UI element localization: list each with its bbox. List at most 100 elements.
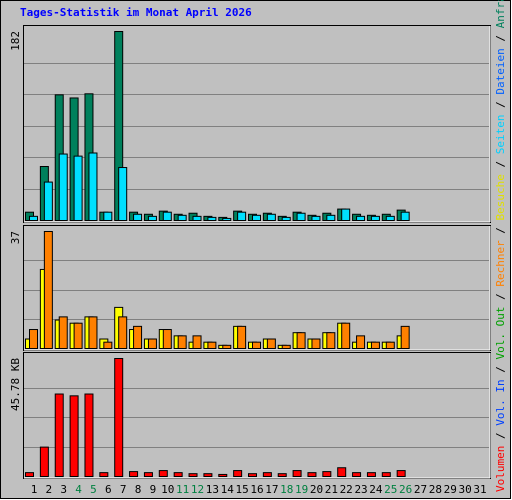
bar [54, 393, 64, 477]
bar [366, 472, 376, 478]
legend: Volumen / Vol. In / Vol. Out / Rechner /… [494, 0, 507, 492]
x-tick-label: 30 [459, 483, 472, 496]
bar [207, 341, 217, 350]
bar [129, 471, 139, 477]
x-tick-label: 8 [135, 483, 142, 496]
bar [103, 211, 113, 221]
bar [326, 214, 336, 222]
x-tick-label: 23 [354, 483, 367, 496]
bar [311, 338, 321, 350]
bar [341, 208, 351, 221]
legend-separator: / [494, 287, 507, 307]
bar [222, 217, 232, 222]
bar [266, 338, 276, 350]
bar [118, 167, 128, 222]
bar [281, 216, 291, 221]
legend-separator: / [494, 360, 507, 380]
bar [370, 341, 380, 350]
bar [385, 341, 395, 350]
bar [118, 316, 128, 350]
legend-entry: Rechner [494, 240, 507, 287]
bar [396, 470, 406, 478]
bar [114, 358, 124, 477]
x-tick-label: 1 [31, 483, 38, 496]
x-tick-label: 19 [295, 483, 308, 496]
bar [103, 341, 113, 350]
bar [43, 231, 53, 349]
bar [222, 344, 232, 349]
x-tick-label: 14 [221, 483, 235, 496]
x-tick-label: 2 [46, 483, 53, 496]
x-tick-label: 17 [265, 483, 278, 496]
x-tick-label: 25 [384, 483, 397, 496]
x-tick-label: 7 [120, 483, 127, 496]
x-tick-label: 6 [105, 483, 112, 496]
x-tick-label: 18 [280, 483, 293, 496]
x-tick-label: 13 [206, 483, 219, 496]
plot-area [23, 225, 491, 351]
x-tick-label: 16 [250, 483, 263, 496]
plot-area [23, 352, 491, 479]
x-tick-label: 20 [310, 483, 323, 496]
bar [203, 473, 213, 478]
bar [162, 211, 172, 221]
bar [281, 344, 291, 349]
x-tick-label: 28 [429, 483, 442, 496]
bar [277, 473, 287, 478]
x-tick-label: 31 [473, 483, 486, 496]
x-tick-label: 9 [150, 483, 157, 496]
bar [296, 212, 306, 222]
bar [39, 446, 49, 478]
bar [311, 215, 321, 222]
bar [73, 322, 83, 349]
x-tick-label: 12 [191, 483, 204, 496]
bar [69, 395, 79, 477]
legend-entry: Anfragen [494, 0, 507, 28]
legend-entry: Volumen [494, 446, 507, 492]
x-tick-label: 3 [60, 483, 67, 496]
bar [326, 332, 336, 349]
bar [352, 472, 362, 478]
legend-separator: / [494, 154, 507, 174]
bar [252, 214, 261, 222]
legend-separator: / [494, 95, 507, 115]
bar [307, 472, 317, 478]
bar [233, 470, 243, 478]
bar [192, 215, 202, 222]
bar [188, 473, 198, 478]
bar [84, 393, 94, 477]
bar [292, 470, 302, 478]
bar [25, 472, 34, 478]
x-tick-label: 27 [414, 483, 427, 496]
bar [237, 211, 247, 221]
legend-entry: Vol. Out [494, 307, 507, 360]
bar [356, 335, 366, 349]
bar [147, 215, 157, 222]
bar [385, 215, 395, 222]
x-tick-label: 24 [369, 483, 383, 496]
bar [177, 214, 187, 222]
bar [173, 472, 183, 478]
bar [370, 215, 380, 222]
x-tick-label: 11 [176, 483, 189, 496]
bar [400, 325, 410, 350]
x-tick-label: 15 [236, 483, 249, 496]
legend-separator: / [494, 28, 507, 48]
y-tick-label: 182 [9, 31, 22, 51]
bar [88, 316, 98, 350]
bar [162, 329, 172, 350]
legend-separator: / [494, 426, 507, 446]
bar [296, 332, 306, 349]
x-tick-label: 10 [161, 483, 174, 496]
y-tick-label: 37 [9, 231, 22, 244]
bar [143, 472, 153, 478]
bar [99, 472, 109, 478]
bar [341, 322, 351, 349]
bar [43, 181, 53, 221]
bar [88, 152, 98, 221]
x-tick-label: 29 [444, 483, 457, 496]
x-tick-label: 5 [90, 483, 97, 496]
bar [147, 338, 157, 350]
bar [252, 341, 261, 350]
x-tick-label: 4 [75, 483, 82, 496]
